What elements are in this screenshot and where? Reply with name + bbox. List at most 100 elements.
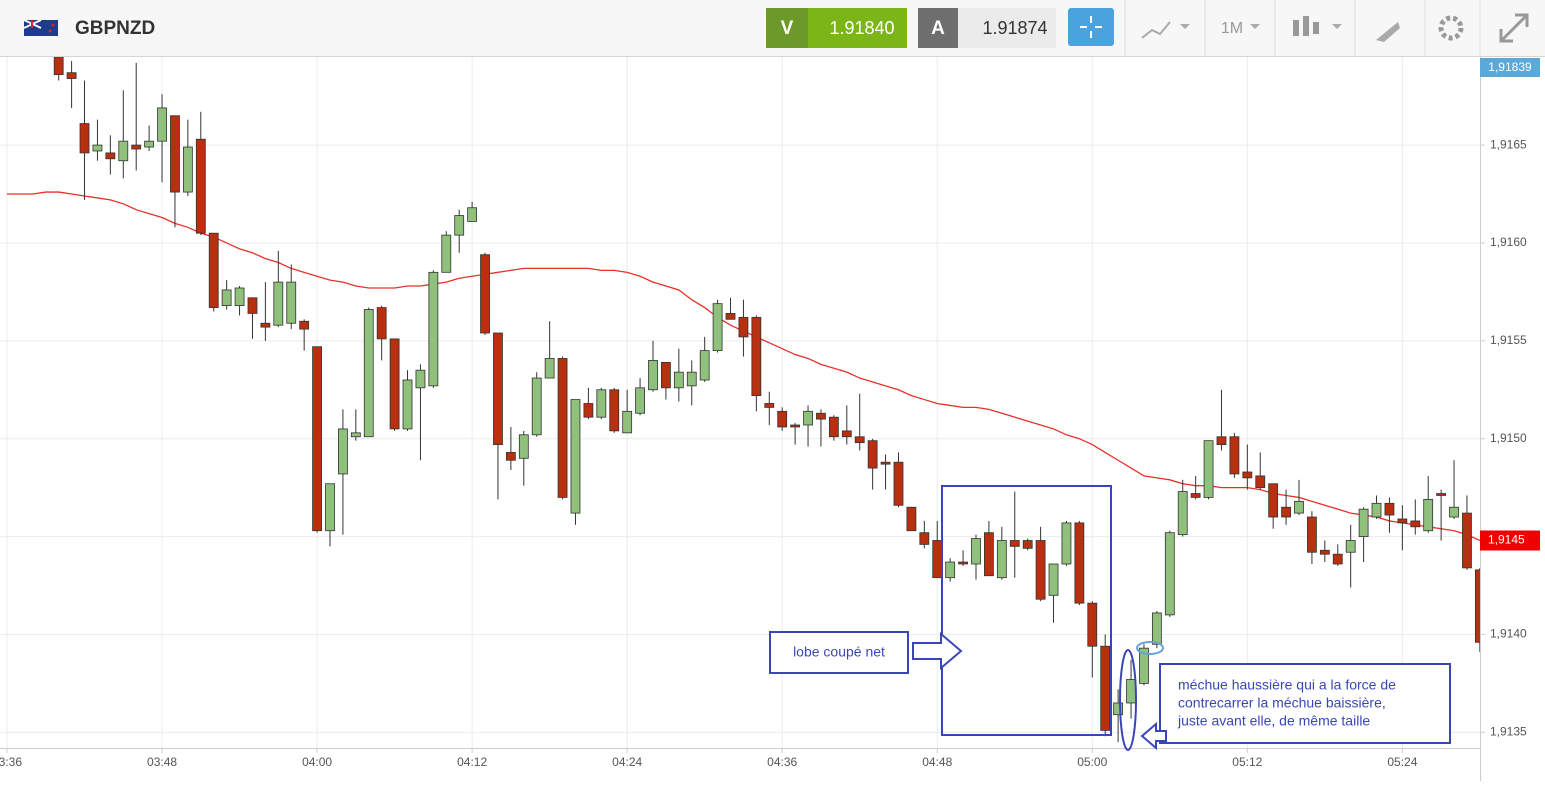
candle-body — [1100, 645, 1111, 731]
candle-body — [1474, 569, 1480, 643]
candle-body — [932, 540, 943, 579]
y-tick-label: 1,9165 — [1490, 137, 1527, 151]
candle-body — [570, 399, 581, 514]
candle-body — [1423, 498, 1434, 532]
sell-price-box[interactable] — [808, 8, 907, 48]
candle-body — [648, 360, 658, 391]
sell-label: V — [781, 18, 794, 39]
candle-body — [53, 57, 64, 76]
ma-marker-box — [1480, 530, 1540, 551]
candle-body — [144, 140, 155, 148]
annotation-line: juste avant elle, de même taille — [1177, 713, 1370, 729]
crosshair-button[interactable] — [1068, 8, 1114, 46]
candle-body — [919, 532, 930, 545]
settings-icon[interactable] — [1438, 15, 1464, 41]
candle-body — [1087, 602, 1098, 647]
candle-body — [596, 389, 607, 418]
buy-price: 1.91874 — [982, 18, 1047, 38]
candle-body — [182, 146, 193, 193]
candle-body — [984, 532, 994, 577]
x-tick-label: 04:48 — [922, 755, 952, 769]
candle-body — [738, 316, 749, 338]
candle-body — [635, 387, 645, 414]
plot — [7, 57, 1480, 743]
candle-body — [286, 281, 297, 324]
candle-body — [157, 107, 167, 142]
annotation-arrow — [1140, 721, 1167, 751]
candle-body — [454, 215, 465, 236]
x-tick-label: 03:36 — [0, 755, 22, 769]
candle-body — [751, 316, 762, 397]
x-tick-label: 04:12 — [457, 755, 487, 769]
candle-body — [273, 281, 284, 326]
candle-body — [195, 138, 206, 234]
candle-body — [880, 461, 891, 465]
candle-body — [828, 416, 839, 438]
candle-body — [1281, 506, 1291, 518]
candle-body — [673, 371, 684, 389]
sell-button[interactable] — [766, 8, 808, 48]
annotation-box — [1159, 663, 1451, 744]
flag — [23, 19, 58, 36]
highlight-box — [941, 485, 1112, 736]
fullscreen-icon[interactable] — [1499, 13, 1529, 43]
candle-body — [661, 361, 671, 389]
candle-body — [518, 434, 529, 459]
candle-body — [1319, 549, 1330, 555]
candle-body — [1307, 516, 1317, 553]
candle-body — [867, 440, 878, 469]
candle-body — [402, 379, 413, 430]
timeframe[interactable]: 1M — [1221, 20, 1243, 37]
timeframe-caret — [1250, 24, 1260, 29]
candle-body — [544, 358, 555, 379]
candle-body — [945, 561, 956, 579]
candle-body — [1164, 532, 1175, 616]
candle-body — [1397, 518, 1408, 524]
candle-body — [350, 432, 361, 438]
candle-body — [1035, 540, 1046, 600]
candle-body — [971, 538, 981, 565]
annotation-line: méchue haussière qui a la force de — [1178, 677, 1396, 693]
candle-body — [686, 371, 697, 387]
price-marker-box — [1480, 58, 1540, 77]
candle-body — [1410, 520, 1421, 528]
candle-body — [1074, 522, 1085, 604]
candle-body — [118, 140, 129, 162]
annotation-line: contrecarrer la méchue baissière, — [1178, 695, 1386, 711]
sell-price: 1.91840 — [829, 18, 894, 38]
buy-button[interactable] — [918, 8, 958, 48]
buy-price-box[interactable] — [958, 8, 1056, 48]
candle-body — [1139, 647, 1149, 684]
candle-body — [1009, 540, 1020, 547]
candle-body — [441, 234, 452, 273]
x-tick-label: 04:36 — [767, 755, 797, 769]
candle-body — [583, 403, 594, 418]
draw-icon[interactable] — [1376, 22, 1400, 42]
symbol: GBPNZD — [75, 18, 155, 39]
wick-highlight — [1119, 649, 1137, 751]
candle-body — [493, 332, 503, 445]
x-tick-label: 04:00 — [302, 755, 332, 769]
candle-body — [764, 403, 775, 408]
candle-body — [1449, 506, 1459, 518]
candle-body — [1203, 440, 1214, 498]
candle-body — [725, 313, 736, 320]
candles-icon[interactable] — [1293, 16, 1342, 36]
candle-body — [841, 430, 852, 438]
candle-body — [1113, 702, 1124, 716]
annotation: lobe coupé net — [793, 644, 885, 660]
candle-body — [221, 289, 232, 307]
chart-type-icon[interactable] — [1141, 21, 1190, 39]
candle-body — [609, 389, 620, 432]
x-tick-label: 05:00 — [1077, 755, 1107, 769]
candle-body — [816, 412, 826, 420]
candle-body — [712, 303, 723, 352]
candle-body — [1345, 540, 1356, 553]
candle-body — [247, 297, 258, 314]
candle-body — [1048, 563, 1059, 596]
candle-body — [131, 144, 142, 150]
candle-body — [1216, 436, 1227, 445]
candle-body — [1332, 553, 1343, 565]
candle-body — [699, 350, 710, 381]
